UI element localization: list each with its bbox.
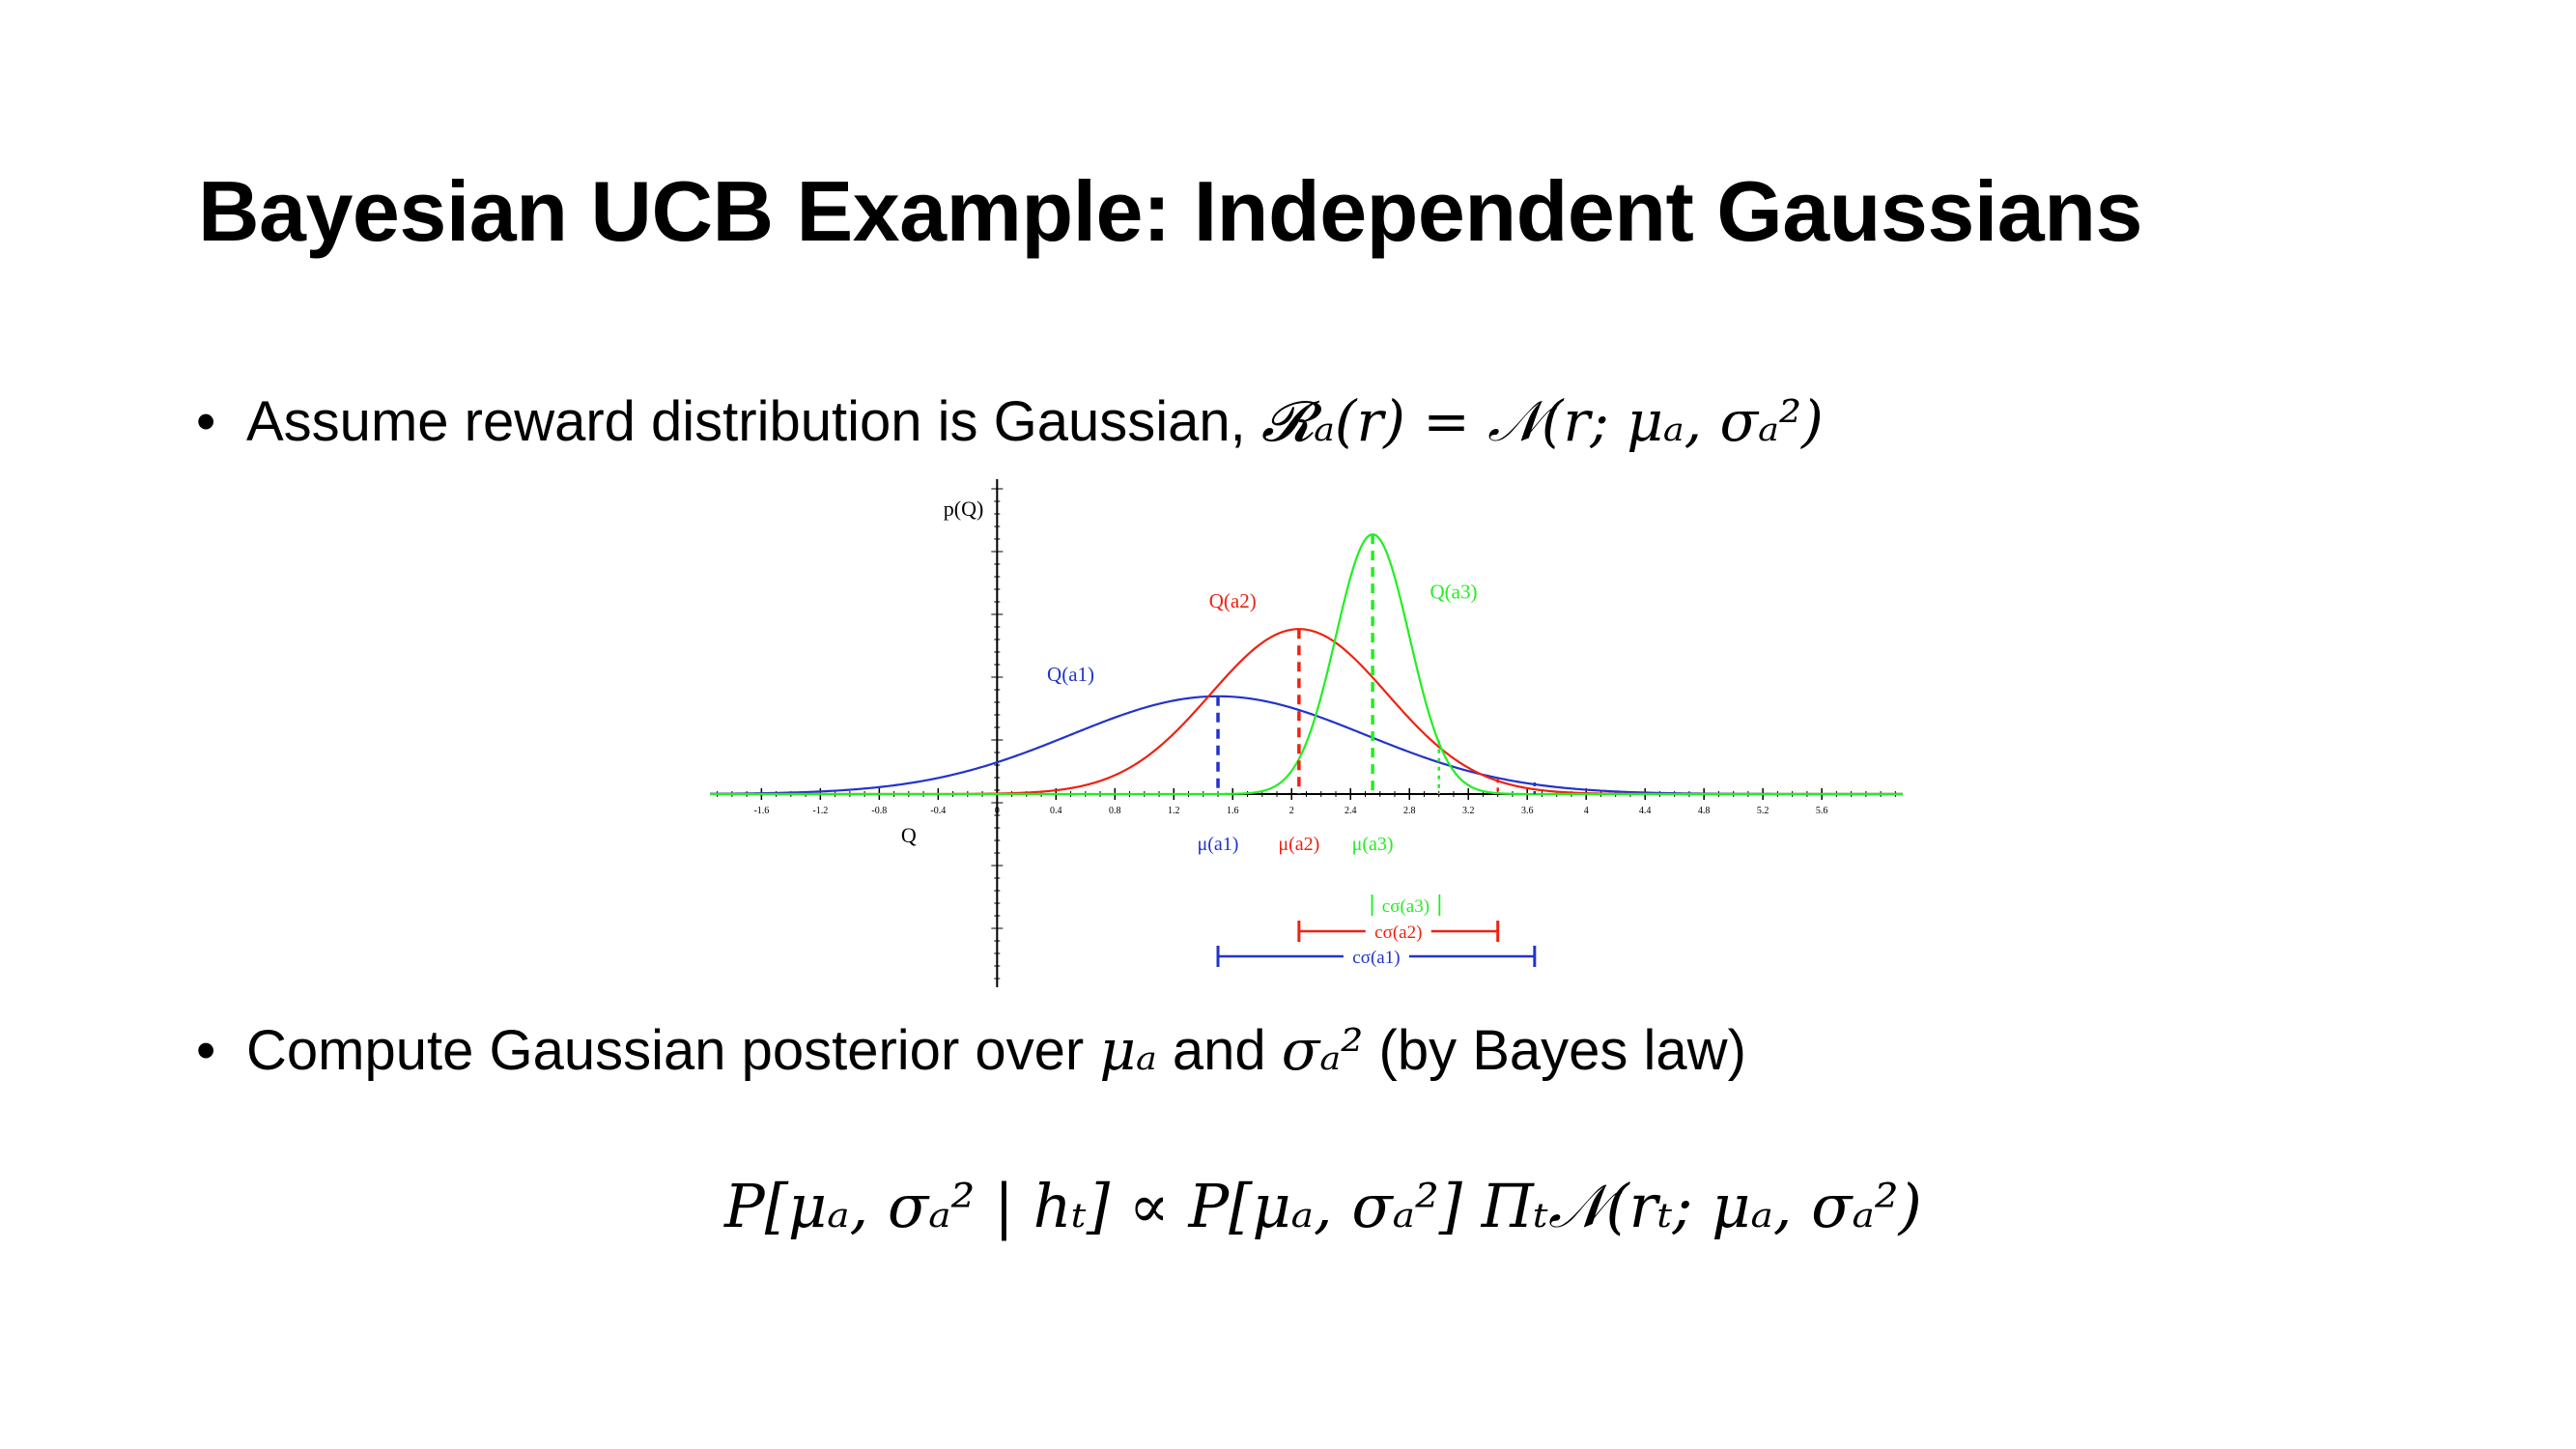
reward-distribution-formula: 𝓡ₐ(r) = 𝒩(r; μₐ, σₐ²) <box>1260 388 1824 454</box>
sigma-symbol: σₐ² <box>1281 1017 1364 1083</box>
mean-label-2: μ(a2) <box>1278 834 1319 855</box>
x-tick-label: 4.8 <box>1698 806 1711 816</box>
x-tick-label: 4 <box>1584 806 1589 816</box>
x-tick-label: -1.6 <box>753 806 769 816</box>
x-axis-label: Q <box>901 823 917 847</box>
density-curve-3 <box>710 533 1903 796</box>
interval-label-2: cσ(a2) <box>1374 923 1422 943</box>
x-tick-label: 0.8 <box>1109 806 1121 816</box>
x-tick-label: 3.2 <box>1462 806 1475 816</box>
bullet-dot: • <box>196 1019 216 1082</box>
x-tick-label: -0.4 <box>930 806 946 816</box>
x-tick-label: 4.4 <box>1639 806 1652 816</box>
interval-label-bg-3 <box>1373 894 1439 917</box>
mean-label-3: μ(a3) <box>1352 834 1394 855</box>
series-label-1: Q(a1) <box>1047 663 1094 686</box>
bullet-2-text-b: and <box>1156 1019 1282 1082</box>
upper-bound-markers <box>1437 740 1537 794</box>
bullet-2-text-a: Compute Gaussian posterior over <box>246 1019 1100 1082</box>
interval-label-bg-2 <box>1365 920 1431 943</box>
confidence-intervals: cσ(a1) cσ(a2) cσ(a3) <box>1216 894 1537 968</box>
x-tick-label: 1.6 <box>1227 806 1239 816</box>
bullet-posterior: • Compute Gaussian posterior over μₐ and … <box>196 1017 1746 1083</box>
bullet-1-text: Assume reward distribution is Gaussian, <box>246 390 1261 453</box>
x-tick-label: 0 <box>995 806 1000 816</box>
x-tick-label: 2.8 <box>1403 806 1416 816</box>
x-tick-label: 3.6 <box>1521 806 1534 816</box>
density-curves <box>710 533 1903 796</box>
x-tick-label: 5.6 <box>1816 806 1828 816</box>
series-label-3: Q(a3) <box>1430 581 1477 604</box>
gaussian-posteriors-chart: -1.6 -1.2 -0.8 -0.4 0 0.4 0.8 1.2 1.6 2 2.4 2.8 3.2 3… <box>710 479 1903 987</box>
posterior-equation: P[μₐ, σₐ² | hₜ] ∝ P[μₐ, σₐ²] Πₜ𝒩(rₜ; μₐ,… <box>724 1171 1922 1241</box>
slide-title: Bayesian UCB Example: Independent Gaussi… <box>198 163 2142 259</box>
x-tick-label: 2 <box>1289 806 1294 816</box>
bullet-reward-gaussian: • Assume reward distribution is Gaussian,… <box>196 388 1824 455</box>
mean-label-1: μ(a1) <box>1198 834 1239 855</box>
x-tick-label: 5.2 <box>1757 806 1769 816</box>
x-tick-label: 0.4 <box>1050 806 1062 816</box>
interval-label-bg-1 <box>1343 945 1409 968</box>
interval-label-3: cσ(a3) <box>1382 896 1430 917</box>
series-label-2: Q(a2) <box>1209 589 1257 612</box>
interval-label-1: cσ(a1) <box>1352 948 1400 968</box>
x-tick-label: 2.4 <box>1345 806 1357 816</box>
bullet-2-text-c: (by Bayes law) <box>1363 1019 1746 1082</box>
bullet-dot: • <box>196 390 216 453</box>
x-tick-label: -1.2 <box>812 806 828 816</box>
y-axis-label: p(Q) <box>944 497 984 521</box>
series-labels: Q(a1) μ(a1) Q(a2) μ(a2) Q(a3) μ(a3) <box>1047 581 1477 855</box>
x-tick-label: 1.2 <box>1168 806 1180 816</box>
x-tick-label: -0.8 <box>871 806 887 816</box>
mean-markers <box>1216 534 1374 794</box>
mu-symbol: μₐ <box>1099 1017 1157 1083</box>
